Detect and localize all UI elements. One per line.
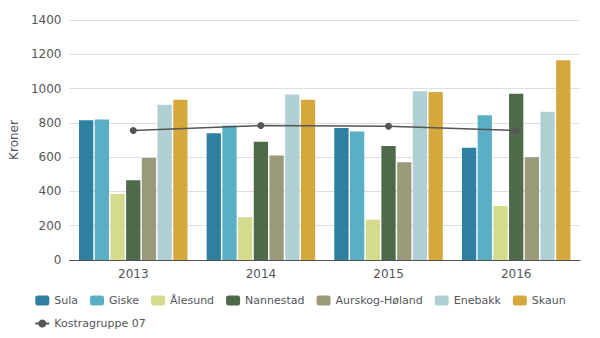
svg-text:400: 400: [39, 184, 62, 198]
svg-text:Kostragruppe 07: Kostragruppe 07: [54, 317, 145, 330]
svg-text:800: 800: [39, 116, 62, 130]
svg-text:Enebakk: Enebakk: [454, 294, 502, 307]
svg-text:Sula: Sula: [54, 294, 78, 307]
svg-text:0: 0: [54, 253, 62, 267]
svg-text:Nannestad: Nannestad: [245, 294, 304, 307]
svg-text:2013: 2013: [118, 267, 149, 281]
svg-text:2014: 2014: [246, 267, 277, 281]
svg-text:200: 200: [39, 219, 62, 233]
svg-text:1400: 1400: [31, 13, 62, 27]
svg-text:Kroner: Kroner: [7, 120, 21, 160]
svg-text:Ålesund: Ålesund: [170, 294, 214, 307]
svg-text:Aurskog-Høland: Aurskog-Høland: [336, 294, 423, 307]
svg-text:2015: 2015: [373, 267, 404, 281]
svg-text:2016: 2016: [501, 267, 532, 281]
svg-text:1000: 1000: [31, 82, 62, 96]
svg-text:1200: 1200: [31, 47, 62, 61]
svg-text:Giske: Giske: [109, 294, 139, 307]
svg-text:Skaun: Skaun: [532, 294, 566, 307]
svg-text:600: 600: [39, 150, 62, 164]
